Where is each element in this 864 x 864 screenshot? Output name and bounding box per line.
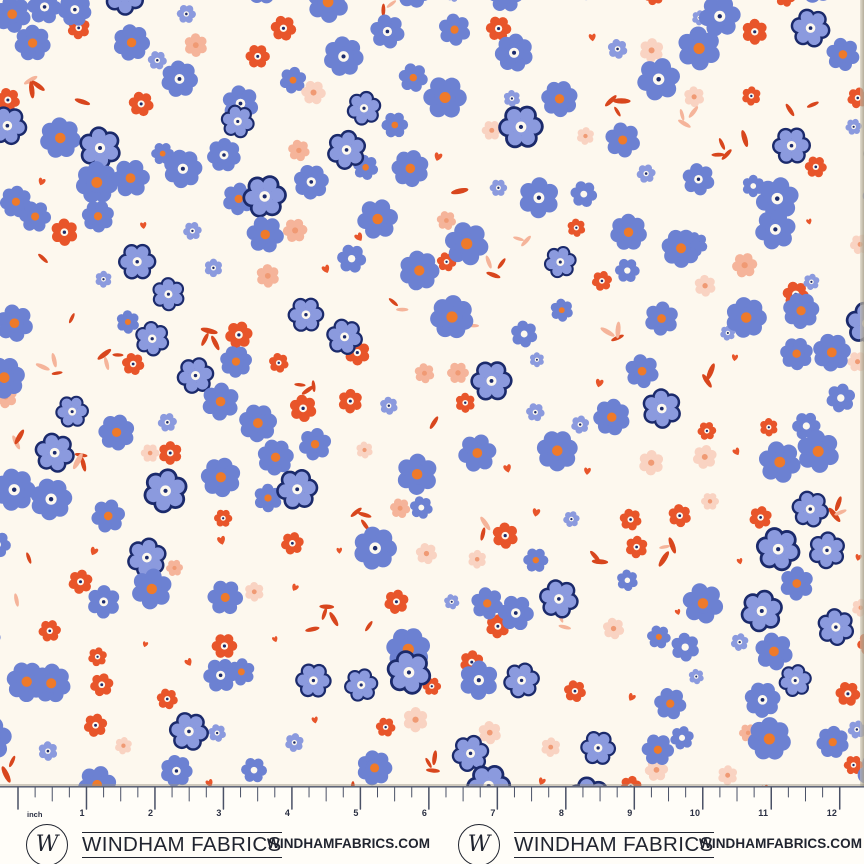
brand-name-left: WINDHAM FABRICS <box>82 832 282 858</box>
brand-website-right: WINDHAMFABRICS.COM <box>699 836 862 851</box>
ruler-unit-label: inch <box>27 810 42 819</box>
ruler-label-8: 8 <box>559 808 564 818</box>
brand-row: W WINDHAM FABRICS WINDHAMFABRICS.COM W W… <box>0 822 864 864</box>
monogram-letter: W <box>36 834 59 856</box>
footer-bar: inch 1 2 3 4 5 6 7 8 9 10 11 12 W WINDHA… <box>0 786 864 864</box>
ruler: inch 1 2 3 4 5 6 7 8 9 10 11 12 <box>0 786 864 822</box>
ruler-label-11: 11 <box>758 808 768 818</box>
fabric-pattern-area <box>0 0 864 786</box>
ruler-label-5: 5 <box>353 808 358 818</box>
brand-block-left: W WINDHAM FABRICS <box>26 824 282 864</box>
ruler-label-1: 1 <box>79 808 84 818</box>
windham-monogram-icon: W <box>26 824 68 864</box>
ruler-label-2: 2 <box>148 808 153 818</box>
windham-monogram-icon-2: W <box>458 824 500 864</box>
ruler-label-6: 6 <box>422 808 427 818</box>
brand-name-right: WINDHAM FABRICS <box>514 832 714 858</box>
ruler-ticks <box>0 786 864 822</box>
ruler-label-3: 3 <box>216 808 221 818</box>
brand-website-left: WINDHAMFABRICS.COM <box>267 836 430 851</box>
ruler-label-4: 4 <box>285 808 290 818</box>
ruler-label-9: 9 <box>627 808 632 818</box>
fabric-pattern-canvas <box>0 0 864 786</box>
ruler-label-7: 7 <box>490 808 495 818</box>
ruler-label-12: 12 <box>827 808 837 818</box>
ruler-label-10: 10 <box>690 808 700 818</box>
fabric-right-edge <box>860 0 864 786</box>
monogram-letter-2: W <box>468 834 491 856</box>
brand-block-right: W WINDHAM FABRICS <box>458 824 714 864</box>
